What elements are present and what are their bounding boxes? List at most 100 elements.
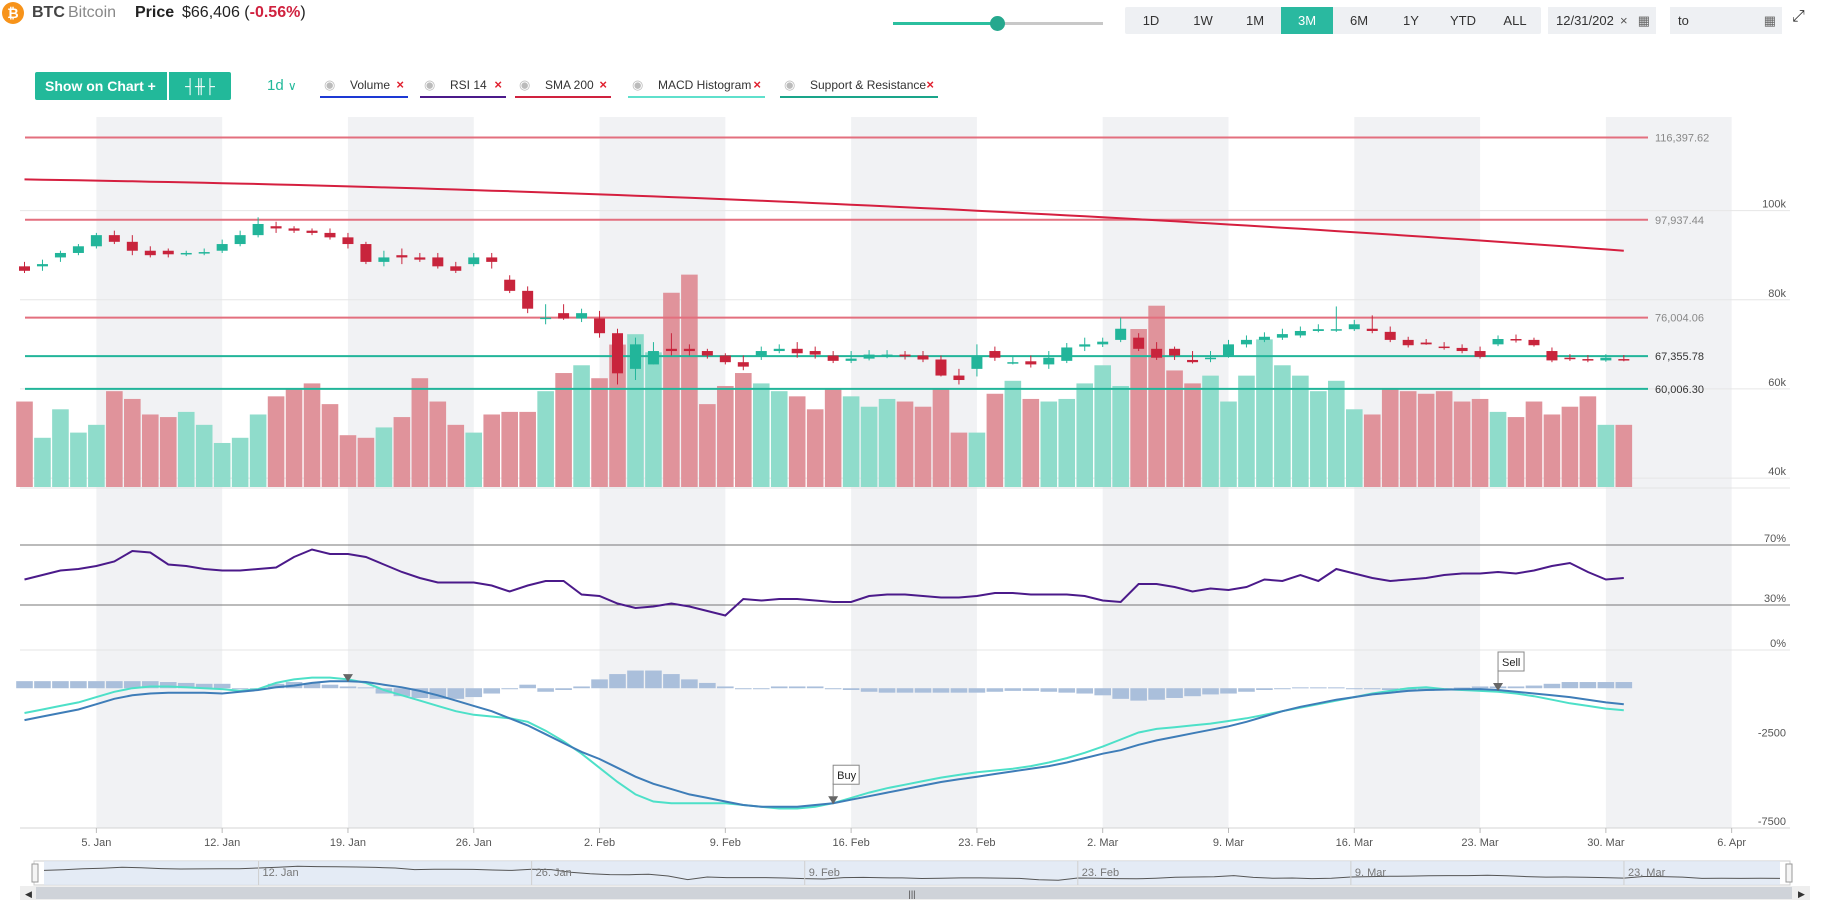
candle[interactable] bbox=[378, 257, 390, 262]
candle[interactable] bbox=[1240, 339, 1252, 345]
sell-annotation-box[interactable] bbox=[1497, 651, 1525, 672]
candle[interactable] bbox=[1600, 357, 1612, 361]
candle[interactable] bbox=[1330, 329, 1342, 331]
candle[interactable] bbox=[1438, 346, 1450, 349]
zoom-slider-handle[interactable] bbox=[990, 16, 1005, 31]
candle[interactable] bbox=[19, 266, 30, 271]
candle[interactable] bbox=[1564, 357, 1576, 360]
interval-dropdown[interactable]: 1d ∨ bbox=[267, 77, 297, 94]
candle[interactable] bbox=[540, 317, 552, 320]
candle[interactable] bbox=[719, 355, 731, 363]
eye-icon[interactable]: ◉ bbox=[632, 77, 644, 92]
candle[interactable] bbox=[1348, 324, 1360, 330]
candle[interactable] bbox=[737, 362, 749, 367]
calendar-icon[interactable]: ▦ bbox=[1637, 13, 1650, 28]
candle[interactable] bbox=[1510, 339, 1522, 341]
candle[interactable] bbox=[1420, 342, 1432, 345]
indicator-chip-macd-histogram[interactable]: ◉ MACD Histogram × bbox=[628, 74, 765, 98]
candle[interactable] bbox=[612, 333, 624, 374]
candle[interactable] bbox=[288, 228, 300, 231]
range-3m-button[interactable]: 3M bbox=[1281, 7, 1333, 34]
range-ytd-button[interactable]: YTD bbox=[1450, 13, 1476, 28]
eye-icon[interactable]: ◉ bbox=[424, 77, 436, 92]
candle[interactable] bbox=[522, 290, 534, 309]
candle[interactable] bbox=[899, 354, 911, 357]
candle[interactable] bbox=[594, 318, 606, 334]
chevron-down-icon[interactable]: ∨ bbox=[287, 79, 297, 93]
candle[interactable] bbox=[629, 344, 641, 369]
candle[interactable] bbox=[665, 348, 677, 352]
candle[interactable] bbox=[845, 358, 857, 361]
date-from-value[interactable]: 12/31/202 bbox=[1556, 13, 1614, 28]
crossover-marker-icon[interactable] bbox=[342, 674, 353, 683]
candle[interactable] bbox=[144, 250, 156, 256]
candle[interactable] bbox=[1205, 357, 1217, 360]
date-from-input[interactable]: 12/31/202 × ▦ bbox=[1548, 7, 1656, 34]
candle[interactable] bbox=[396, 255, 408, 258]
candle[interactable] bbox=[701, 351, 713, 356]
remove-indicator-icon[interactable]: × bbox=[926, 77, 934, 92]
buy-annotation-box[interactable] bbox=[832, 764, 860, 785]
candle[interactable] bbox=[1061, 347, 1073, 361]
candle[interactable] bbox=[791, 348, 803, 354]
candle[interactable] bbox=[252, 223, 264, 236]
candle[interactable] bbox=[1133, 337, 1145, 349]
candle[interactable] bbox=[198, 252, 210, 254]
indicator-chip-rsi-14[interactable]: ◉ RSI 14 × bbox=[420, 74, 506, 98]
candle[interactable] bbox=[1456, 347, 1468, 352]
candle[interactable] bbox=[36, 264, 48, 267]
indicator-chip-support-resistance[interactable]: ◉ Support & Resistance × bbox=[780, 74, 938, 98]
interval-value[interactable]: 1d bbox=[267, 77, 284, 94]
candle[interactable] bbox=[1582, 359, 1594, 361]
candle[interactable] bbox=[54, 252, 66, 258]
candle[interactable] bbox=[755, 351, 767, 356]
candle[interactable] bbox=[432, 257, 444, 267]
candle[interactable] bbox=[647, 351, 659, 365]
candle[interactable] bbox=[1294, 330, 1306, 336]
annotation-marker-icon[interactable] bbox=[828, 796, 839, 805]
clear-date-icon[interactable]: × bbox=[1620, 13, 1628, 28]
candle[interactable] bbox=[1258, 336, 1270, 340]
candle[interactable] bbox=[234, 235, 246, 245]
eye-icon[interactable]: ◉ bbox=[519, 77, 531, 92]
range-1y-button[interactable]: 1Y bbox=[1403, 13, 1419, 28]
candle[interactable] bbox=[1043, 357, 1055, 365]
show-on-chart-button[interactable]: Show on Chart + bbox=[35, 72, 167, 100]
candle[interactable] bbox=[773, 348, 785, 352]
range-1m-button[interactable]: 1M bbox=[1245, 13, 1265, 28]
candle[interactable] bbox=[1618, 359, 1630, 361]
candle[interactable] bbox=[989, 351, 1001, 358]
candle[interactable] bbox=[1222, 344, 1234, 356]
candle[interactable] bbox=[1169, 348, 1181, 356]
annotation-marker-icon[interactable] bbox=[1493, 683, 1504, 691]
candle[interactable] bbox=[72, 246, 84, 253]
candle[interactable] bbox=[881, 354, 893, 357]
candle[interactable] bbox=[935, 359, 947, 376]
calendar-icon[interactable]: ▦ bbox=[1763, 13, 1776, 28]
candlestick-icon[interactable]: ┤╫├ bbox=[169, 72, 231, 100]
expand-icon[interactable]: ⤢ bbox=[1792, 8, 1805, 25]
candle[interactable] bbox=[1312, 329, 1324, 331]
candle[interactable] bbox=[1384, 331, 1396, 340]
navigator-right-handle[interactable] bbox=[1785, 863, 1793, 883]
candle[interactable] bbox=[1276, 334, 1288, 338]
indicator-chip-volume[interactable]: ◉ Volume × bbox=[320, 74, 408, 98]
date-to-input[interactable]: to ▦ bbox=[1670, 7, 1782, 34]
candle[interactable] bbox=[162, 250, 174, 255]
candle[interactable] bbox=[414, 257, 426, 260]
candle[interactable] bbox=[953, 375, 965, 381]
candle[interactable] bbox=[558, 313, 570, 319]
remove-indicator-icon[interactable]: × bbox=[753, 77, 761, 92]
candle[interactable] bbox=[1366, 328, 1378, 331]
candle[interactable] bbox=[450, 266, 462, 271]
candle[interactable] bbox=[917, 355, 929, 360]
candle[interactable] bbox=[1007, 362, 1019, 364]
candle[interactable] bbox=[576, 313, 588, 319]
range-6m-button[interactable]: 6M bbox=[1349, 13, 1369, 28]
candle[interactable] bbox=[90, 235, 102, 247]
candle[interactable] bbox=[324, 232, 336, 238]
candle[interactable] bbox=[863, 354, 875, 359]
date-to-value[interactable]: to bbox=[1678, 13, 1689, 28]
eye-icon[interactable]: ◉ bbox=[324, 77, 336, 92]
